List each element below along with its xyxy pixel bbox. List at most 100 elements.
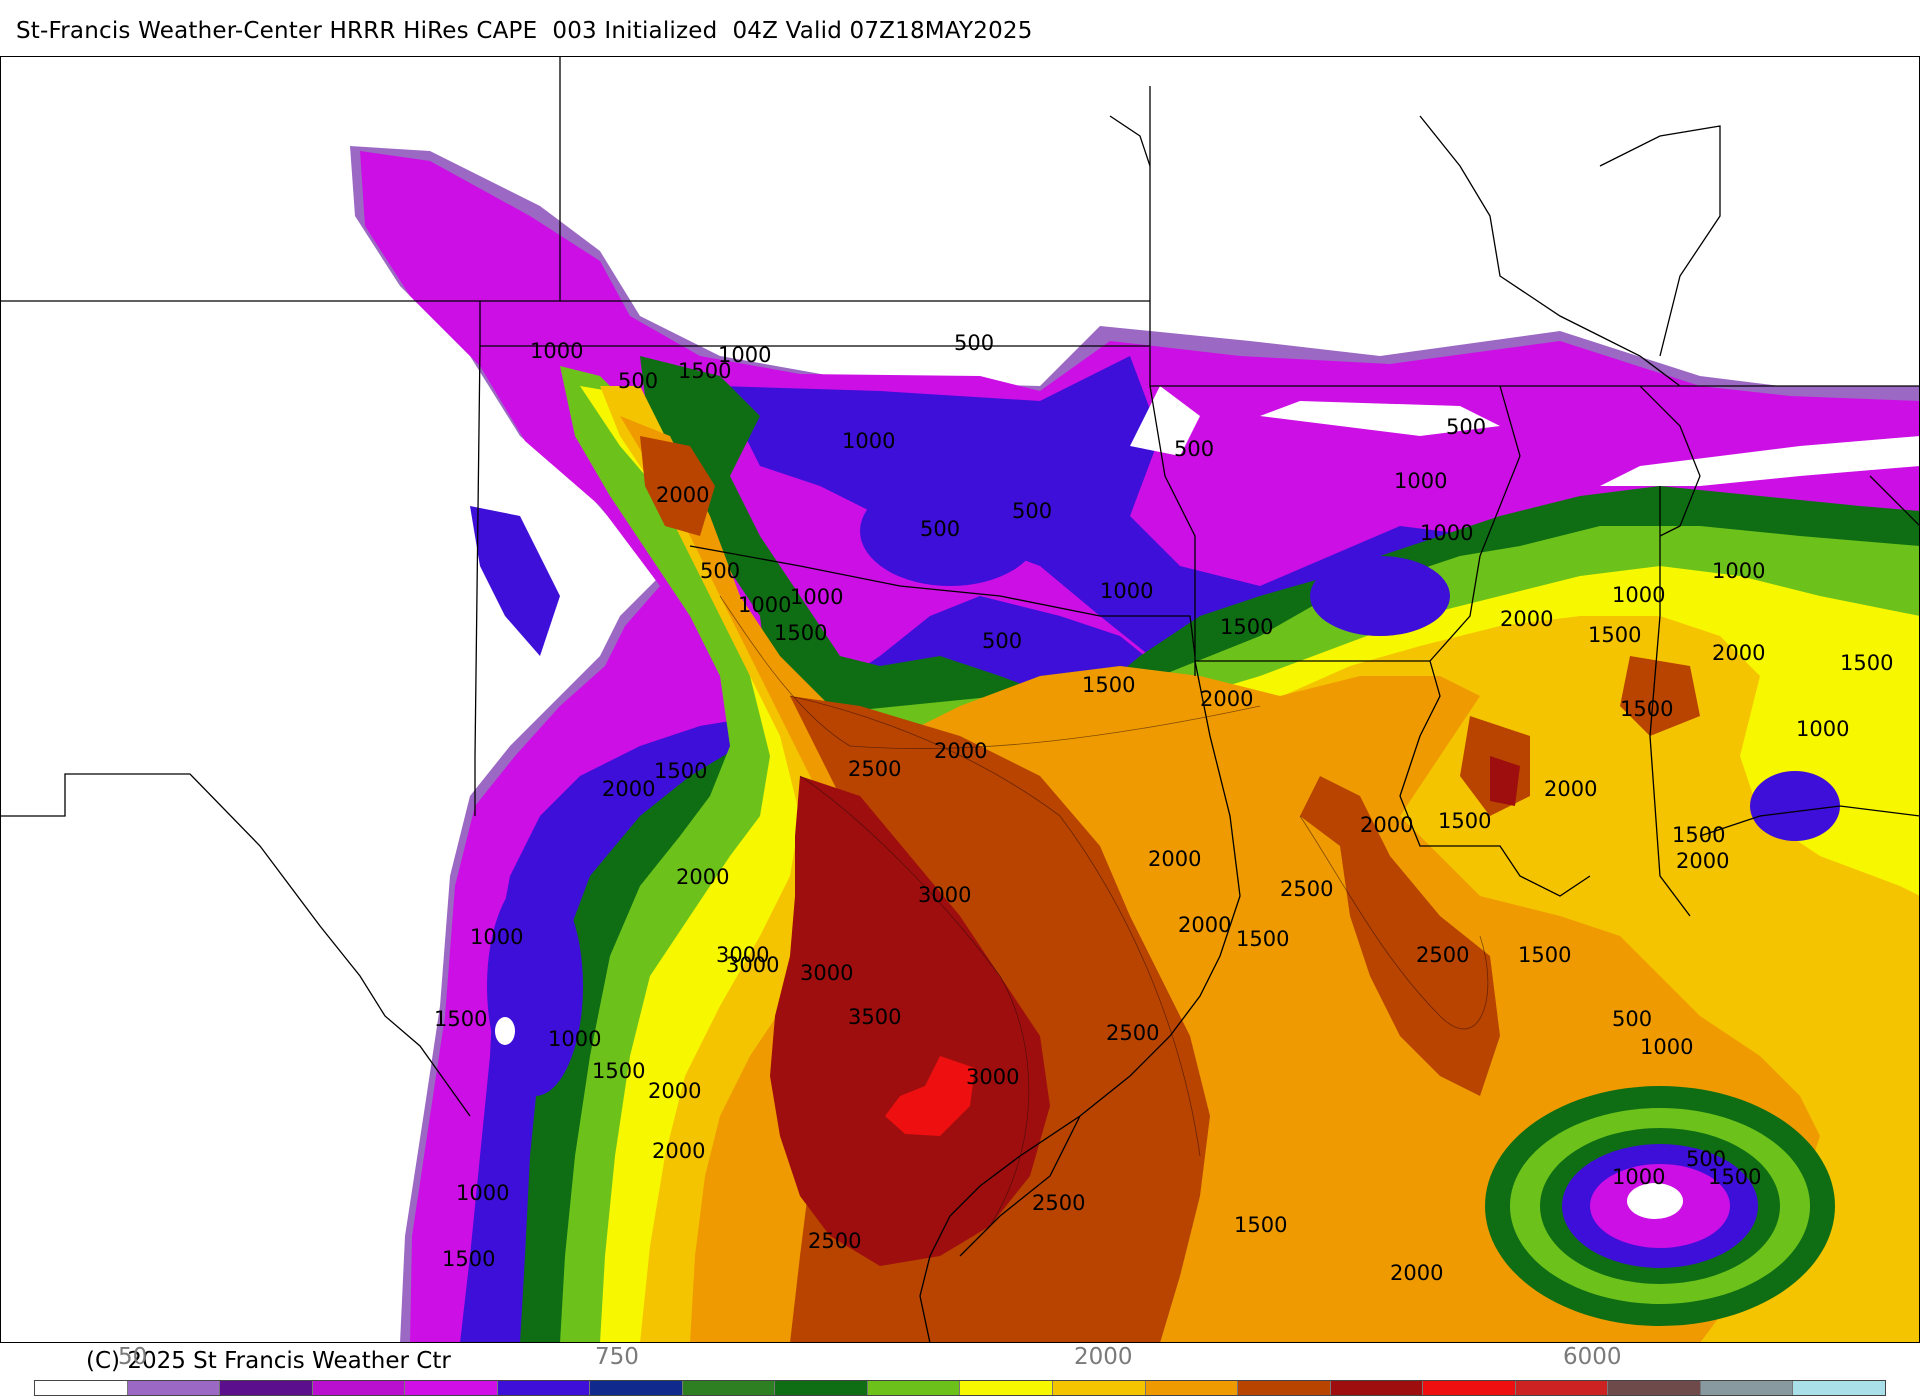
cape-low-core-southeast — [1485, 1086, 1835, 1326]
colorbar — [34, 1380, 1886, 1396]
colorbar-swatch — [1792, 1381, 1885, 1395]
contour-label: 1500 — [1588, 623, 1641, 647]
contour-label: 1000 — [548, 1027, 601, 1051]
contour-label: 1000 — [1640, 1035, 1693, 1059]
map-title: St-Francis Weather-Center HRRR HiRes CAP… — [16, 18, 1033, 44]
contour-label: 500 — [1174, 437, 1214, 461]
colorbar-swatch — [774, 1381, 867, 1395]
colorbar-swatch — [35, 1381, 127, 1395]
colorbar-swatch — [681, 1381, 775, 1395]
contour-label: 1000 — [1612, 1165, 1665, 1189]
contour-label: 2000 — [1676, 849, 1729, 873]
cape-band-red — [885, 1056, 975, 1136]
contour-label: 500 — [1012, 499, 1052, 523]
contour-label: 2500 — [848, 757, 901, 781]
contour-label: 3000 — [800, 961, 853, 985]
contour-label: 2500 — [1106, 1021, 1159, 1045]
colorbar-tick-label: 2000 — [1074, 1344, 1133, 1370]
contour-label: 1000 — [1712, 559, 1765, 583]
colorbar-swatch — [1422, 1381, 1515, 1395]
contour-label: 3000 — [918, 883, 971, 907]
contour-label: 1000 — [718, 343, 771, 367]
contour-label: 1000 — [790, 585, 843, 609]
colorbar-tick-label: 750 — [595, 1344, 639, 1370]
cape-low-pocket-northeast — [860, 476, 1840, 841]
colorbar-swatch — [311, 1381, 405, 1395]
colorbar-swatch — [1052, 1381, 1145, 1395]
colorbar-swatch — [219, 1381, 312, 1395]
colorbar-swatch — [1514, 1381, 1608, 1395]
copyright-notice: (C) 2025 St Francis Weather Ctr — [86, 1348, 451, 1374]
contour-label: 500 — [1686, 1147, 1726, 1171]
contour-label: 1500 — [678, 359, 731, 383]
contour-label: 500 — [1612, 1007, 1652, 1031]
contour-label: 1000 — [842, 429, 895, 453]
contour-label: 2000 — [656, 483, 709, 507]
contour-label: 1500 — [1708, 1165, 1761, 1189]
contour-label: 3000 — [966, 1065, 1019, 1089]
contour-label: 3000 — [726, 953, 779, 977]
contour-label: 1000 — [1420, 521, 1473, 545]
contour-label: 1000 — [530, 339, 583, 363]
contour-label: 2000 — [1360, 813, 1413, 837]
contour-label: 500 — [954, 331, 994, 355]
contour-label: 1500 — [774, 621, 827, 645]
contour-label: 2000 — [1500, 607, 1553, 631]
cape-contour-lines — [719, 595, 1489, 1227]
contour-label: 2000 — [1390, 1261, 1443, 1285]
cape-band-darkred — [770, 756, 1520, 1266]
colorbar-swatch — [959, 1381, 1053, 1395]
colorbar-swatch — [1329, 1381, 1423, 1395]
contour-label: 1500 — [1620, 697, 1673, 721]
contour-label: 1500 — [654, 759, 707, 783]
cape-zero-north — [1130, 386, 1920, 486]
contour-label: 1500 — [1438, 809, 1491, 833]
contour-label: 1000 — [1100, 579, 1153, 603]
contour-label: 1000 — [470, 925, 523, 949]
contour-label: 2500 — [1416, 943, 1469, 967]
contour-label: 1000 — [738, 593, 791, 617]
contour-label: 3000 — [716, 943, 769, 967]
colorbar-swatch — [1607, 1381, 1700, 1395]
colorbar-swatch — [496, 1381, 590, 1395]
contour-label: 2000 — [602, 777, 655, 801]
state-boundaries — [0, 56, 1920, 1343]
colorbar-swatch — [1144, 1381, 1238, 1395]
colorbar-tick-label: 6000 — [1563, 1344, 1622, 1370]
contour-label: 2000 — [1712, 641, 1765, 665]
contour-label: 1000 — [1796, 717, 1849, 741]
contour-label: 1500 — [1220, 615, 1273, 639]
contour-label: 1500 — [1518, 943, 1571, 967]
contour-label: 500 — [618, 369, 658, 393]
contour-label: 1500 — [434, 1007, 487, 1031]
contour-label: 2500 — [808, 1229, 861, 1253]
contour-label: 2000 — [652, 1139, 705, 1163]
contour-label: 1500 — [592, 1059, 645, 1083]
cape-map: 1000 500 1500 1000 2000 500 1000 500 500… — [0, 56, 1920, 1343]
colorbar-swatch — [126, 1381, 220, 1395]
contour-label: 1500 — [1236, 927, 1289, 951]
contour-label: 1000 — [1394, 469, 1447, 493]
colorbar-swatch — [404, 1381, 497, 1395]
contour-label: 1500 — [1672, 823, 1725, 847]
colorbar-swatch — [1237, 1381, 1330, 1395]
contour-label: 2000 — [1544, 777, 1597, 801]
contour-label: 2000 — [1200, 687, 1253, 711]
colorbar-swatch — [589, 1381, 682, 1395]
cape-low-core-southwest — [487, 876, 583, 1096]
contour-label: 2000 — [934, 739, 987, 763]
contour-label: 2500 — [1280, 877, 1333, 901]
contour-label: 3500 — [848, 1005, 901, 1029]
contour-label: 500 — [700, 559, 740, 583]
contour-label: 1000 — [1612, 583, 1665, 607]
contour-label: 1500 — [442, 1247, 495, 1271]
contour-label: 2000 — [676, 865, 729, 889]
colorbar-tick-label: 50 — [118, 1344, 148, 1370]
contour-label: 500 — [1446, 415, 1486, 439]
contour-label: 500 — [920, 517, 960, 541]
contour-label: 1500 — [1840, 651, 1893, 675]
contour-label: 2000 — [648, 1079, 701, 1103]
contour-label: 2000 — [1148, 847, 1201, 871]
cape-contour-labels: 1000 500 1500 1000 2000 500 1000 500 500… — [434, 331, 1893, 1285]
contour-label: 500 — [982, 629, 1022, 653]
